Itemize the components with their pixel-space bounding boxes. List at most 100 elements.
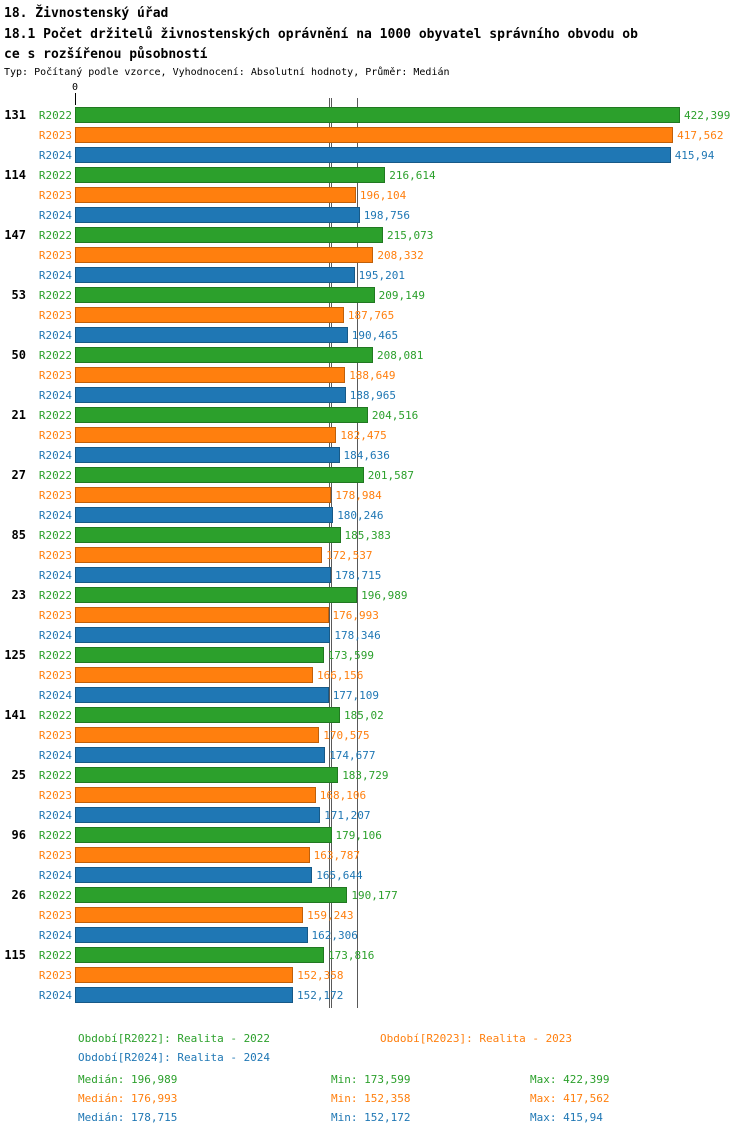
bar-row: R2023 159,243 [0,905,750,925]
bar-row: R2024 178,346 [0,625,750,645]
series-label: R2023 [38,609,72,622]
bar-r2024 [75,507,334,523]
bar-row: 23 R2022 196,989 [0,585,750,605]
bar-row: R2024 188,965 [0,385,750,405]
series-label: R2023 [38,369,72,382]
value-label: 187,765 [347,309,395,322]
value-label: 185,383 [344,529,391,542]
bar-r2024 [75,387,346,403]
bar-row: R2023 208,332 [0,245,750,265]
bar-row: R2023 172,537 [0,545,750,565]
series-label: R2024 [38,989,72,1002]
bar-r2024 [75,807,321,823]
value-label: 171,207 [324,809,371,822]
bar-row: 26 R2022 190,177 [0,885,750,905]
legend-item-r2023: Období[R2023]: Realita - 2023 [380,1032,573,1045]
series-label: R2023 [38,429,72,442]
bar-r2024 [75,147,671,163]
series-label: R2024 [38,149,72,162]
value-label: 165,644 [316,869,363,882]
series-label: R2024 [38,809,72,822]
bar-row: R2023 188,649 [0,365,750,385]
value-label: 415,94 [674,149,715,162]
stats-median-r2024: Medián: 178,715 [78,1111,178,1124]
bar-row: R2024 180,246 [0,505,750,525]
group-label: 141 [4,708,26,722]
series-label: R2024 [38,509,72,522]
bar-r2024 [75,327,348,343]
bar-r2023 [75,547,323,563]
bar-row: 50 R2022 208,081 [0,345,750,365]
chart-title: 18. Živnostenský úřad [4,6,169,21]
value-label: 190,465 [351,329,399,342]
bar-r2022 [75,587,358,603]
bar-r2023 [75,367,346,383]
bar-row: R2024 171,207 [0,805,750,825]
bar-row: R2024 190,465 [0,325,750,345]
value-label: 163,787 [313,849,360,862]
group-label: 53 [11,288,26,302]
bar-row: R2024 198,756 [0,205,750,225]
bar-r2024 [75,627,331,643]
series-label: R2022 [38,589,72,602]
series-label: R2022 [38,949,72,962]
bar-row: R2024 152,172 [0,985,750,1005]
bar-row: 27 R2022 201,587 [0,465,750,485]
bar-row: R2023 166,156 [0,665,750,685]
bar-row: R2024 177,109 [0,685,750,705]
value-label: 162,306 [311,929,358,942]
bar-row: R2023 176,993 [0,605,750,625]
chart-type-line: Typ: Počítaný podle vzorce, Vyhodnocení:… [4,67,450,78]
series-label: R2024 [38,689,72,702]
group-label: 50 [11,348,26,362]
value-label: 152,358 [297,969,344,982]
bar-row: 141 R2022 185,02 [0,705,750,725]
group-label: 114 [4,168,26,182]
bar-r2024 [75,207,360,223]
value-label: 185,02 [344,709,384,722]
bar-r2024 [75,987,293,1003]
bar-r2024 [75,867,313,883]
legend-item-r2024: Období[R2024]: Realita - 2024 [78,1051,271,1064]
bar-r2022 [75,227,383,243]
bar-row: 125 R2022 173,599 [0,645,750,665]
bar-r2022 [75,527,341,543]
chart-subtitle-line2: ce s rozšířenou působností [4,47,208,62]
bar-r2023 [75,427,337,443]
group-label: 26 [11,888,26,902]
series-label: R2024 [38,209,72,222]
bar-r2023 [75,307,344,323]
bar-row: 25 R2022 183,729 [0,765,750,785]
bar-row: R2024 195,201 [0,265,750,285]
group-label: 96 [11,828,26,842]
bar-row: 147 R2022 215,073 [0,225,750,245]
value-label: 204,516 [371,409,419,422]
bar-row: 85 R2022 185,383 [0,525,750,545]
value-label: 190,177 [351,889,398,902]
group-label: 23 [11,588,26,602]
bar-r2022 [75,287,375,303]
value-label: 417,562 [677,129,724,142]
bar-row: R2023 196,104 [0,185,750,205]
series-label: R2022 [38,169,72,182]
series-label: R2024 [38,569,72,582]
stats-median-r2022: Medián: 196,989 [78,1073,178,1086]
series-label: R2022 [38,709,72,722]
value-label: 179,106 [335,829,382,842]
value-label: 170,575 [323,729,370,742]
stats-min-r2024: Min: 152,172 [331,1111,411,1124]
group-label: 147 [4,228,26,242]
bar-row: R2024 184,636 [0,445,750,465]
bar-row: R2024 178,715 [0,565,750,585]
value-label: 183,729 [342,769,389,782]
series-label: R2022 [38,529,72,542]
stats-min-r2023: Min: 152,358 [331,1092,411,1105]
value-label: 174,677 [329,749,376,762]
group-label: 27 [11,468,26,482]
bar-r2022 [75,827,332,843]
series-label: R2023 [38,189,72,202]
series-label: R2023 [38,489,72,502]
series-label: R2023 [38,249,72,262]
bar-row: R2023 417,562 [0,125,750,145]
